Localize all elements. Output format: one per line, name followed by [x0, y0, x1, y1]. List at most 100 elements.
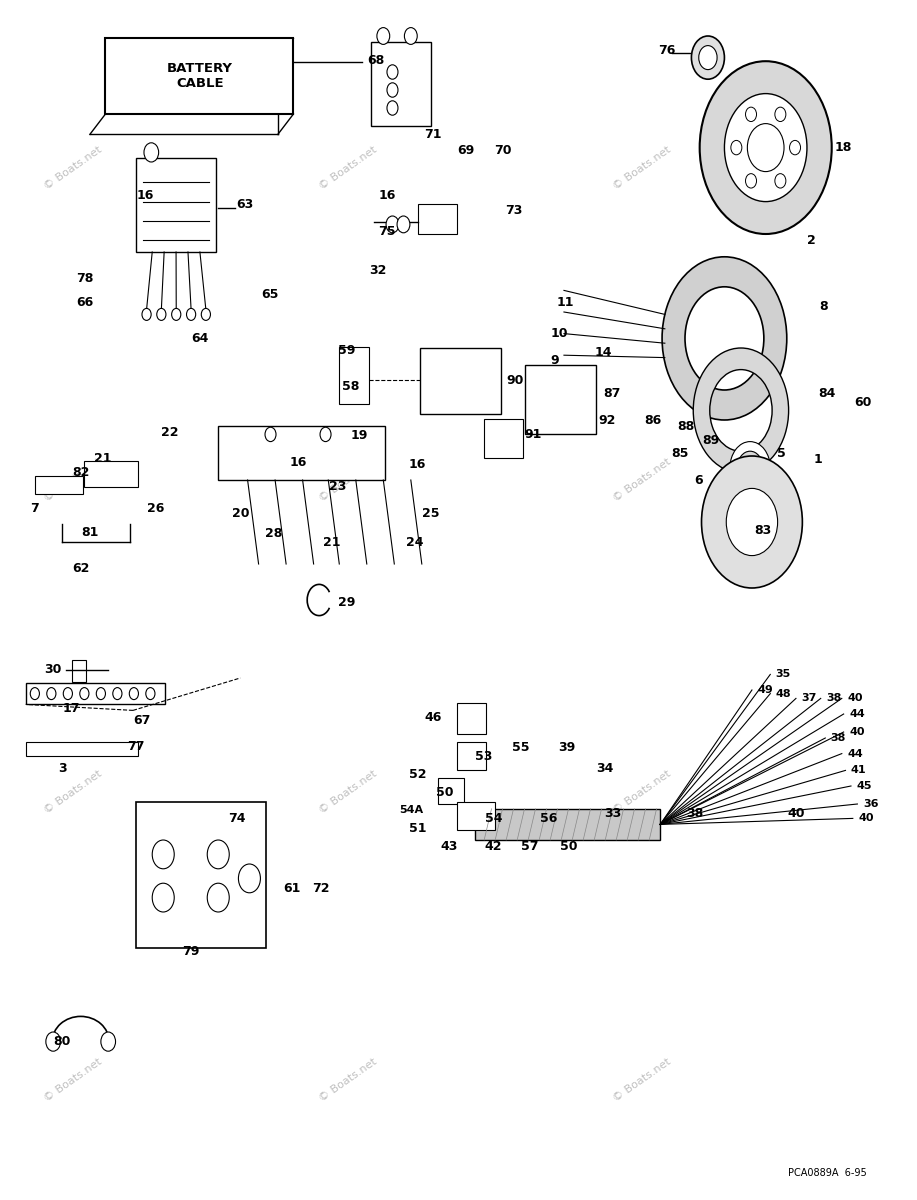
Text: 34: 34: [597, 762, 613, 774]
FancyBboxPatch shape: [484, 419, 523, 458]
Text: 61: 61: [283, 882, 300, 894]
Text: 38: 38: [687, 808, 703, 820]
Text: 44: 44: [847, 749, 863, 758]
Circle shape: [238, 864, 260, 893]
Text: 33: 33: [604, 808, 621, 820]
Circle shape: [207, 840, 229, 869]
Text: 59: 59: [338, 344, 355, 356]
Circle shape: [746, 174, 757, 188]
Text: 16: 16: [137, 190, 153, 202]
Text: 23: 23: [329, 480, 346, 492]
Text: 48: 48: [776, 689, 791, 698]
Circle shape: [152, 883, 174, 912]
Text: 30: 30: [45, 664, 61, 676]
Text: 37: 37: [801, 694, 817, 703]
Text: 20: 20: [231, 508, 249, 520]
FancyBboxPatch shape: [84, 461, 138, 487]
FancyBboxPatch shape: [136, 802, 266, 948]
Text: 41: 41: [851, 766, 867, 775]
Text: 3: 3: [58, 762, 67, 774]
Text: 71: 71: [424, 128, 442, 140]
Circle shape: [691, 36, 724, 79]
Text: © Boats.net: © Boats.net: [318, 768, 379, 816]
FancyBboxPatch shape: [105, 38, 293, 114]
Text: 43: 43: [441, 840, 458, 852]
Text: 35: 35: [776, 670, 791, 679]
Text: 16: 16: [379, 190, 395, 202]
FancyBboxPatch shape: [26, 683, 165, 704]
Text: 10: 10: [550, 328, 569, 340]
Text: 80: 80: [54, 1036, 71, 1048]
Text: 83: 83: [755, 524, 771, 536]
Circle shape: [726, 488, 778, 556]
Text: © Boats.net: © Boats.net: [612, 456, 672, 504]
Text: 46: 46: [425, 712, 442, 724]
FancyBboxPatch shape: [418, 204, 457, 234]
FancyBboxPatch shape: [339, 347, 369, 404]
Circle shape: [386, 216, 399, 233]
Text: 85: 85: [672, 448, 689, 460]
Circle shape: [146, 688, 155, 700]
Circle shape: [377, 28, 390, 44]
Text: 11: 11: [557, 296, 575, 308]
Text: 54: 54: [484, 812, 503, 824]
Circle shape: [699, 46, 717, 70]
Circle shape: [171, 308, 181, 320]
Text: 5: 5: [777, 448, 786, 460]
Text: 64: 64: [192, 332, 208, 344]
Text: 88: 88: [678, 420, 694, 432]
Text: 19: 19: [351, 430, 368, 442]
Text: 16: 16: [290, 456, 306, 468]
Text: BATTERY
CABLE: BATTERY CABLE: [167, 61, 233, 90]
Circle shape: [152, 840, 174, 869]
Text: 25: 25: [422, 508, 440, 520]
FancyBboxPatch shape: [457, 802, 495, 830]
Text: © Boats.net: © Boats.net: [612, 1056, 672, 1104]
Text: 29: 29: [338, 596, 355, 608]
Text: 79: 79: [182, 946, 199, 958]
Text: 65: 65: [261, 288, 279, 300]
Circle shape: [101, 1032, 116, 1051]
Text: 91: 91: [525, 428, 542, 440]
Circle shape: [30, 688, 39, 700]
Circle shape: [80, 688, 89, 700]
Text: © Boats.net: © Boats.net: [612, 768, 672, 816]
Circle shape: [790, 140, 801, 155]
Text: 72: 72: [312, 882, 330, 894]
Text: 21: 21: [323, 536, 341, 548]
Text: 16: 16: [409, 458, 425, 470]
Text: 62: 62: [72, 563, 89, 575]
Text: 9: 9: [550, 354, 559, 366]
Text: 6: 6: [694, 474, 703, 486]
Text: 17: 17: [62, 702, 81, 714]
Circle shape: [700, 61, 832, 234]
Circle shape: [96, 688, 105, 700]
Circle shape: [746, 107, 757, 121]
Text: 70: 70: [493, 144, 512, 156]
Circle shape: [46, 1032, 61, 1051]
Text: 14: 14: [594, 347, 613, 359]
FancyBboxPatch shape: [136, 158, 216, 252]
Text: 53: 53: [476, 750, 492, 762]
Text: 50: 50: [559, 840, 578, 852]
Text: 84: 84: [818, 388, 835, 400]
Circle shape: [142, 308, 151, 320]
Text: 58: 58: [342, 380, 359, 392]
Text: 44: 44: [849, 709, 865, 719]
Circle shape: [387, 83, 398, 97]
Circle shape: [113, 688, 122, 700]
Text: 8: 8: [819, 300, 828, 312]
Circle shape: [404, 28, 417, 44]
FancyBboxPatch shape: [218, 426, 385, 480]
Text: 76: 76: [658, 44, 676, 56]
Circle shape: [144, 143, 159, 162]
Text: 22: 22: [160, 426, 179, 438]
Text: 78: 78: [77, 272, 94, 284]
Text: 40: 40: [787, 808, 805, 820]
Text: 40: 40: [858, 814, 874, 823]
Text: 60: 60: [855, 396, 872, 408]
Text: 21: 21: [94, 452, 112, 464]
Text: 54A: 54A: [400, 805, 424, 815]
Text: 81: 81: [82, 527, 98, 539]
Text: 69: 69: [458, 144, 474, 156]
